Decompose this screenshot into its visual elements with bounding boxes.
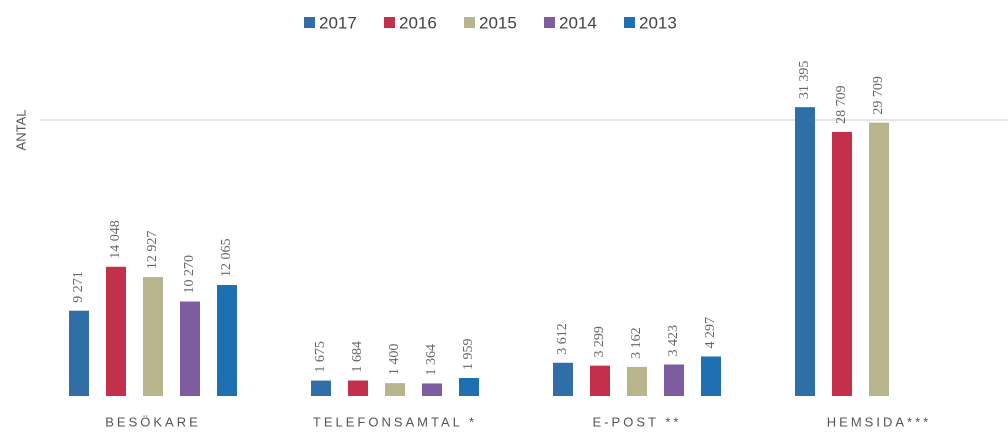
value-label: 3 423 xyxy=(666,325,681,357)
bar xyxy=(69,310,89,396)
value-label: 29 709 xyxy=(871,76,886,115)
value-label: 9 271 xyxy=(71,271,86,303)
bar xyxy=(311,380,331,396)
x-tick-label: BESÖKARE xyxy=(105,414,201,429)
bar xyxy=(385,383,405,396)
legend-label: 2017 xyxy=(319,13,357,32)
legend-label: 2014 xyxy=(559,13,597,32)
bar xyxy=(143,277,163,396)
bar xyxy=(795,107,815,396)
legend-label: 2013 xyxy=(639,13,677,32)
legend-swatch xyxy=(544,17,555,28)
bar xyxy=(348,380,368,396)
bar xyxy=(459,377,479,396)
x-tick-label: TELEFONSAMTAL * xyxy=(313,414,477,429)
bar xyxy=(832,131,852,396)
bar xyxy=(180,301,200,396)
legend-label: 2015 xyxy=(479,13,517,32)
value-label: 14 048 xyxy=(108,220,123,259)
legend-swatch xyxy=(384,17,395,28)
x-tick-label: HEMSIDA*** xyxy=(827,414,931,429)
bar xyxy=(664,364,684,396)
value-label: 3 299 xyxy=(592,326,607,358)
value-label: 28 709 xyxy=(834,85,849,124)
legend-swatch xyxy=(624,17,635,28)
value-label: 31 395 xyxy=(797,61,812,100)
value-label: 12 065 xyxy=(219,239,234,278)
value-label: 3 612 xyxy=(555,323,570,355)
bar xyxy=(590,365,610,396)
legend-label: 2016 xyxy=(399,13,437,32)
value-label: 1 675 xyxy=(313,341,328,373)
value-label: 3 162 xyxy=(629,327,644,359)
value-label: 1 959 xyxy=(461,338,476,370)
bar xyxy=(217,285,237,396)
bar xyxy=(553,362,573,396)
value-label: 1 364 xyxy=(424,344,439,376)
bar xyxy=(701,356,721,396)
y-axis-label: ANTAL xyxy=(13,110,28,151)
value-label: 1 400 xyxy=(387,344,402,376)
bar xyxy=(627,366,647,396)
value-label: 1 684 xyxy=(350,341,365,373)
bar xyxy=(422,383,442,396)
bar xyxy=(106,266,126,396)
value-label: 4 297 xyxy=(703,317,718,349)
bar xyxy=(869,122,889,397)
legend-swatch xyxy=(304,17,315,28)
x-tick-label: E-POST ** xyxy=(593,414,682,429)
value-label: 10 270 xyxy=(182,255,197,294)
legend-swatch xyxy=(464,17,475,28)
value-label: 12 927 xyxy=(145,231,160,270)
